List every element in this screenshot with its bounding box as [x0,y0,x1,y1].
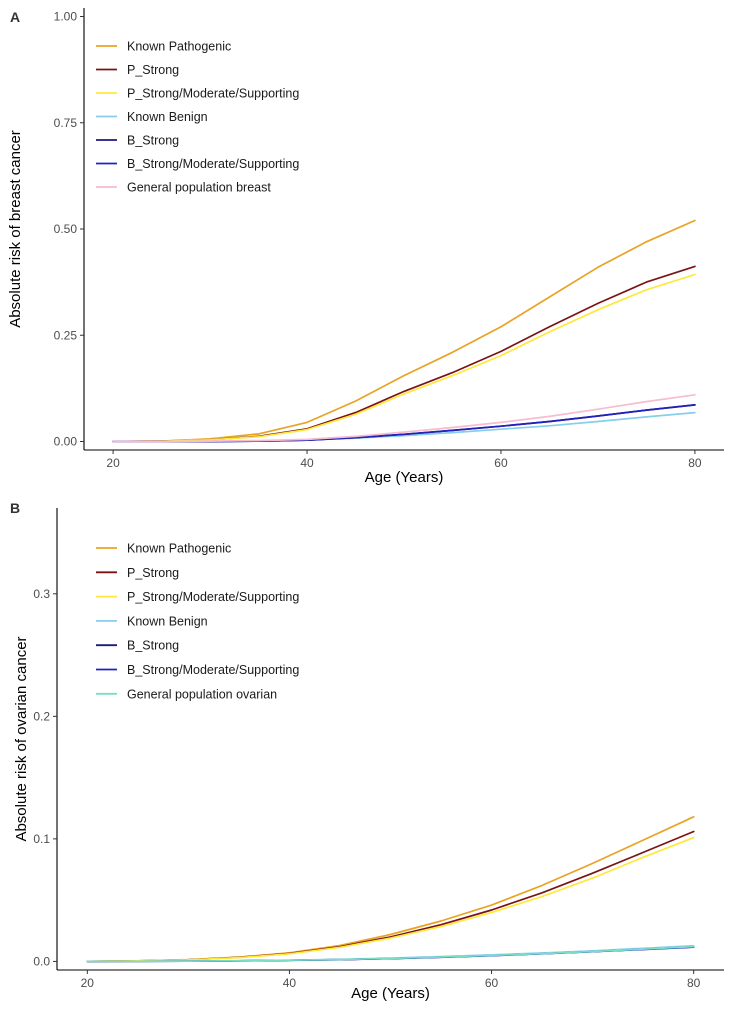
x-axis-title: Age (Years) [365,469,444,486]
x-tick-label: 20 [81,976,95,990]
x-tick-label: 80 [688,456,702,470]
legend-label: P_Strong [127,566,179,580]
y-tick-label: 0.25 [54,328,78,342]
series-line-4 [112,411,696,443]
series-line-3 [86,836,695,963]
y-tick-label: 1.00 [54,10,78,24]
legend-label: B_Strong [127,134,179,148]
x-tick-label: 20 [106,456,120,470]
legend-label: Known Pathogenic [127,542,231,556]
series-line-1 [86,815,695,963]
series-line-7 [86,945,695,963]
legend: Known Pathogenic P_Strong P_Strong/Moderat… [96,542,299,701]
x-tick-label: 80 [687,976,701,990]
x-tick-label: 60 [485,976,499,990]
legend-label: General population ovarian [127,687,277,701]
y-tick-label: 0.0 [33,954,50,968]
legend-label: P_Strong/Moderate/Supporting [127,87,299,101]
x-tick-label: 60 [494,456,508,470]
series-line-2 [86,830,695,963]
series-line-3 [112,273,696,443]
legend-label: Known Pathogenic [127,40,231,54]
panel-letter: B [10,500,20,516]
y-axis-title: Absolute risk of breast cancer [7,130,24,328]
series-line-1 [112,219,696,443]
x-tick-label: 40 [300,456,314,470]
panel-letter: A [10,9,20,25]
chart-panel-a: A 0.00 0.25 0.50 0.75 1.00 20 40 60 80 Age (Years)… [7,8,724,486]
y-tick-label: 0.75 [54,116,78,130]
x-axis-title: Age (Years) [351,985,430,1002]
legend-label: P_Strong [127,63,179,77]
legend-label: General population breast [127,181,271,195]
x-tick-label: 40 [283,976,297,990]
legend-label: P_Strong/Moderate/Supporting [127,590,299,604]
legend-label: B_Strong/Moderate/Supporting [127,157,299,171]
y-tick-label: 0.2 [33,709,50,723]
legend-label: Known Benign [127,614,208,628]
series-line-7 [112,393,696,443]
y-tick-label: 0.1 [33,832,50,846]
chart-panel-b: B 0.0 0.1 0.2 0.3 20 40 60 80 Age (Years) Absolute… [10,500,724,1002]
legend-label: B_Strong [127,639,179,653]
legend: Known Pathogenic P_Strong P_Strong/Moderat… [96,40,299,195]
y-tick-label: 0.00 [54,435,78,449]
y-tick-label: 0.3 [33,587,50,601]
y-tick-label: 0.50 [54,222,78,236]
legend-label: B_Strong/Moderate/Supporting [127,663,299,677]
y-axis-title: Absolute risk of ovarian cancer [13,636,30,841]
legend-label: Known Benign [127,110,208,124]
